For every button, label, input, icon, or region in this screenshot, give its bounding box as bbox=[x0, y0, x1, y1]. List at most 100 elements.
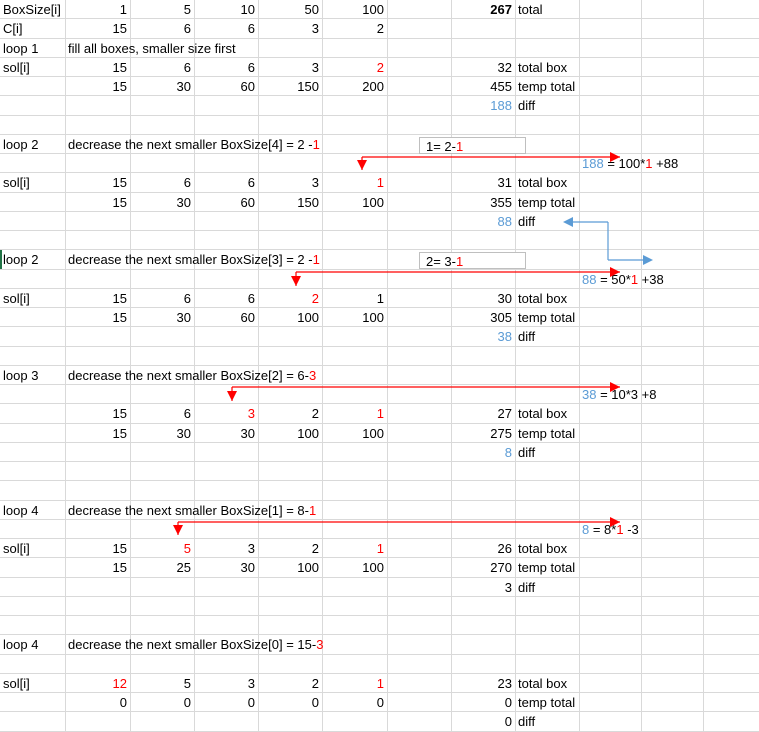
sheet-cell[interactable]: 100 bbox=[297, 425, 319, 441]
sheet-cell[interactable]: total bbox=[518, 2, 543, 17]
sheet-cell[interactable]: 15 bbox=[112, 175, 127, 191]
sheet-cell[interactable]: 8 = 8*1 -3 bbox=[579, 520, 759, 539]
sheet-cell[interactable]: 26 bbox=[497, 541, 512, 556]
sheet-cell[interactable]: 60 bbox=[240, 194, 255, 210]
sheet-cell[interactable]: sol[i] bbox=[3, 59, 30, 75]
sheet-cell[interactable]: 15 bbox=[112, 425, 127, 441]
sheet-cell[interactable]: decrease the next smaller BoxSize[3] = 2… bbox=[65, 250, 759, 269]
sheet-cell[interactable]: 88 bbox=[497, 213, 512, 229]
sheet-cell[interactable]: total box bbox=[518, 406, 568, 422]
sheet-cell[interactable]: 2 bbox=[311, 290, 319, 306]
sheet-cell[interactable]: 200 bbox=[362, 79, 384, 94]
sheet-cell[interactable]: loop 4 bbox=[3, 637, 39, 653]
sheet-cell[interactable]: 100 bbox=[362, 2, 384, 17]
sheet-cell[interactable]: 0 bbox=[183, 695, 191, 710]
sheet-cell[interactable]: 100 bbox=[362, 425, 384, 441]
sheet-cell[interactable]: 30 bbox=[176, 425, 191, 441]
sheet-cell[interactable]: 15 bbox=[112, 406, 127, 422]
sheet-cell[interactable]: loop 1 bbox=[3, 40, 39, 56]
sheet-cell[interactable]: 30 bbox=[240, 560, 255, 576]
sheet-cell[interactable]: 6 bbox=[183, 21, 191, 37]
sheet-cell[interactable]: 38 = 10*3 +8 bbox=[579, 385, 759, 404]
sheet-cell[interactable]: C[i] bbox=[3, 21, 23, 37]
sheet-cell[interactable]: diff bbox=[518, 98, 536, 114]
sheet-cell[interactable]: decrease the next smaller BoxSize[4] = 2… bbox=[65, 135, 759, 154]
sheet-cell[interactable]: temp total bbox=[518, 79, 576, 94]
sheet-cell[interactable]: BoxSize[i] bbox=[3, 2, 61, 17]
sheet-cell[interactable]: 0 bbox=[376, 695, 384, 710]
sheet-cell[interactable]: 275 bbox=[490, 425, 512, 441]
sheet-cell[interactable]: 100 bbox=[362, 560, 384, 576]
sheet-cell[interactable]: total box bbox=[518, 175, 568, 191]
sheet-cell[interactable]: 6 bbox=[183, 175, 191, 191]
sheet-cell[interactable]: 15 bbox=[112, 194, 127, 210]
sheet-cell[interactable]: 15 bbox=[112, 21, 127, 37]
sheet-cell[interactable]: 38 bbox=[497, 329, 512, 345]
sheet-cell[interactable]: 30 bbox=[176, 194, 191, 210]
sheet-cell[interactable]: 355 bbox=[490, 194, 512, 210]
sheet-cell[interactable]: 5 bbox=[183, 2, 191, 17]
sheet-cell[interactable]: 23 bbox=[497, 675, 512, 691]
sheet-cell[interactable]: 100 bbox=[362, 310, 384, 325]
sheet-cell[interactable]: 30 bbox=[240, 425, 255, 441]
sheet-cell[interactable]: diff bbox=[518, 444, 536, 460]
sheet-cell[interactable]: 188 bbox=[490, 98, 512, 114]
sheet-cell[interactable]: sol[i] bbox=[3, 541, 30, 556]
sheet-cell[interactable]: 6 bbox=[247, 59, 255, 75]
sheet-cell[interactable]: 15 bbox=[112, 541, 127, 556]
sheet-cell[interactable]: decrease the next smaller BoxSize[2] = 6… bbox=[65, 366, 759, 385]
sheet-cell[interactable]: 3 bbox=[247, 406, 255, 422]
sheet-cell[interactable]: 15 bbox=[112, 59, 127, 75]
sheet-cell[interactable]: 30 bbox=[497, 290, 512, 306]
sheet-cell[interactable]: 2 bbox=[376, 59, 384, 75]
sheet-cell[interactable]: loop 2 bbox=[3, 136, 39, 152]
sheet-cell[interactable]: 10 bbox=[240, 2, 255, 17]
sheet-cell[interactable]: 0 bbox=[247, 695, 255, 710]
sheet-cell[interactable]: 3 bbox=[311, 175, 319, 191]
sheet-cell[interactable]: 50 bbox=[304, 2, 319, 17]
sheet-cell[interactable]: 188 = 100*1 +88 bbox=[579, 154, 759, 173]
sheet-cell[interactable]: 267 bbox=[490, 2, 512, 17]
sheet-cell[interactable]: 88 = 50*1 +38 bbox=[579, 270, 759, 289]
sheet-cell[interactable]: 15 bbox=[112, 79, 127, 94]
sheet-cell[interactable]: temp total bbox=[518, 695, 576, 710]
sheet-cell[interactable]: total box bbox=[518, 675, 568, 691]
sheet-cell[interactable]: 1 bbox=[376, 406, 384, 422]
sheet-cell[interactable]: 1 bbox=[376, 541, 384, 556]
sheet-cell[interactable]: 1 bbox=[119, 2, 127, 17]
sheet-cell[interactable]: 3 bbox=[311, 59, 319, 75]
sheet-cell[interactable]: diff bbox=[518, 329, 536, 345]
sheet-cell[interactable]: 455 bbox=[490, 79, 512, 94]
sheet-cell[interactable]: sol[i] bbox=[3, 675, 30, 691]
sheet-cell[interactable]: 1 bbox=[376, 675, 384, 691]
sheet-cell[interactable]: diff bbox=[518, 714, 536, 730]
sheet-cell[interactable]: loop 4 bbox=[3, 502, 39, 518]
sheet-cell[interactable]: 32 bbox=[497, 59, 512, 75]
sheet-cell[interactable]: 31 bbox=[497, 175, 512, 191]
sheet-cell[interactable]: 15 bbox=[112, 560, 127, 576]
sheet-cell[interactable]: 60 bbox=[240, 310, 255, 325]
sheet-cell[interactable]: 5 bbox=[183, 541, 191, 556]
sheet-cell[interactable]: 60 bbox=[240, 79, 255, 94]
sheet-cell[interactable]: 270 bbox=[490, 560, 512, 576]
sheet-cell[interactable]: 305 bbox=[490, 310, 512, 325]
sheet-cell[interactable]: diff bbox=[518, 579, 536, 595]
sheet-cell[interactable]: temp total bbox=[518, 310, 576, 325]
annotation-textbox[interactable]: 2= 3-1 bbox=[419, 252, 526, 270]
sheet-cell[interactable]: 6 bbox=[183, 59, 191, 75]
sheet-cell[interactable]: 0 bbox=[504, 714, 512, 730]
sheet-cell[interactable]: 2 bbox=[311, 675, 319, 691]
sheet-cell[interactable]: 12 bbox=[112, 675, 127, 691]
sheet-cell[interactable]: loop 3 bbox=[3, 367, 39, 383]
sheet-cell[interactable]: total box bbox=[518, 290, 568, 306]
sheet-cell[interactable]: 2 bbox=[311, 541, 319, 556]
sheet-cell[interactable]: 6 bbox=[247, 175, 255, 191]
sheet-cell[interactable]: decrease the next smaller BoxSize[0] = 1… bbox=[65, 635, 759, 654]
sheet-cell[interactable]: 3 bbox=[247, 675, 255, 691]
sheet-cell[interactable]: 6 bbox=[183, 290, 191, 306]
sheet-cell[interactable]: 30 bbox=[176, 79, 191, 94]
sheet-cell[interactable]: 0 bbox=[504, 695, 512, 710]
sheet-cell[interactable]: sol[i] bbox=[3, 290, 30, 306]
sheet-cell[interactable]: 100 bbox=[362, 194, 384, 210]
sheet-cell[interactable]: 6 bbox=[247, 290, 255, 306]
